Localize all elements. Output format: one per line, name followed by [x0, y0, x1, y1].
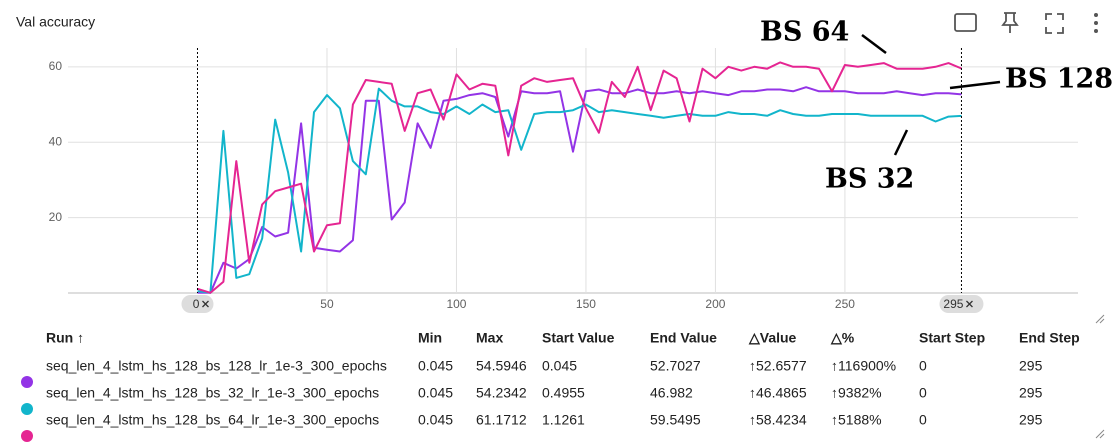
table-cell: 0.045 [418, 412, 453, 428]
table-cell: ↑5188% [831, 412, 882, 428]
table-cell: 52.7027 [650, 358, 701, 374]
x-tick-label: 50 [320, 297, 334, 311]
series-annotation: BS 64 [760, 17, 849, 48]
table-cell: ↑58.4234 [749, 412, 807, 428]
range-label: 295 [943, 297, 963, 311]
pin-button[interactable] [1001, 12, 1019, 33]
annotation-line [893, 129, 909, 156]
column-header[interactable]: Min [418, 330, 442, 346]
fullscreen-button[interactable] [1045, 13, 1064, 34]
table-cell: seq_len_4_lstm_hs_128_bs_64_lr_1e-3_300_… [46, 412, 379, 428]
x-tick-label: 150 [576, 297, 596, 311]
table-cell: 46.982 [650, 385, 693, 401]
range-pill[interactable] [181, 295, 214, 313]
column-header[interactable]: End Step [1019, 330, 1080, 346]
table-cell: ↑52.6577 [749, 358, 807, 374]
toolbar [954, 12, 1098, 34]
series-annotation: BS 32 [825, 164, 914, 195]
range-label: 0 [193, 297, 200, 311]
card-title: Val accuracy [16, 14, 95, 30]
table-cell: 295 [1019, 358, 1043, 374]
table-cell: seq_len_4_lstm_hs_128_bs_128_lr_1e-3_300… [46, 358, 387, 374]
table-cell: 0.045 [418, 385, 453, 401]
table-cell: ↑9382% [831, 385, 882, 401]
data-table: Run ↑ Min Max Start Value End Value △Value △% S… [21, 330, 1080, 442]
x-tick-label: 100 [446, 297, 466, 311]
table-cell: 1.1261 [542, 412, 585, 428]
table-cell: 54.2342 [476, 385, 527, 401]
plot: 20 40 60 50 100 150 200 250 0 295 BS 64 BS 128 BS 32 [49, 17, 1113, 313]
fit-button[interactable] [954, 13, 977, 32]
series-annotation: BS 128 [1005, 64, 1113, 95]
column-header[interactable]: End Value [650, 330, 717, 346]
table-cell: 0 [919, 412, 927, 428]
table-cell: 0.045 [542, 358, 577, 374]
series-line [197, 61, 962, 294]
table-cell: seq_len_4_lstm_hs_128_bs_32_lr_1e-3_300_… [46, 385, 379, 401]
table-cell: ↑116900% [831, 358, 896, 374]
table-cell: 0.045 [418, 358, 453, 374]
column-header[interactable]: △Value [748, 330, 797, 346]
run-color-dot [21, 430, 33, 442]
menu-button[interactable] [1094, 13, 1098, 33]
column-header[interactable]: Run ↑ [46, 330, 84, 346]
x-tick-label: 250 [835, 297, 855, 311]
series-line [197, 87, 962, 294]
column-header[interactable]: Max [476, 330, 503, 346]
table-cell: 0 [919, 385, 927, 401]
table-cell: 0 [919, 358, 927, 374]
run-color-dot [21, 376, 33, 388]
table-cell: 295 [1019, 412, 1043, 428]
column-header[interactable]: △% [830, 330, 855, 346]
table-cell: 61.1712 [476, 412, 527, 428]
column-header[interactable]: Start Step [919, 330, 985, 346]
table-cell: 59.5495 [650, 412, 701, 428]
x-tick-label: 200 [705, 297, 725, 311]
series-line [197, 86, 962, 294]
range-close[interactable] [202, 300, 209, 308]
table-cell: 0.4955 [542, 385, 585, 401]
resize-handle[interactable] [1095, 314, 1105, 439]
annotation-line [949, 80, 1001, 90]
table-cell: 295 [1019, 385, 1043, 401]
run-color-dot [21, 403, 33, 415]
y-tick-label: 40 [49, 134, 63, 148]
range-close[interactable] [966, 300, 973, 308]
y-tick-label: 60 [49, 59, 63, 73]
range-pill[interactable] [939, 295, 984, 313]
annotation-line [861, 34, 887, 54]
table-cell: ↑46.4865 [749, 385, 807, 401]
column-header[interactable]: Start Value [542, 330, 615, 346]
y-tick-label: 20 [49, 210, 63, 224]
table-cell: 54.5946 [476, 358, 527, 374]
